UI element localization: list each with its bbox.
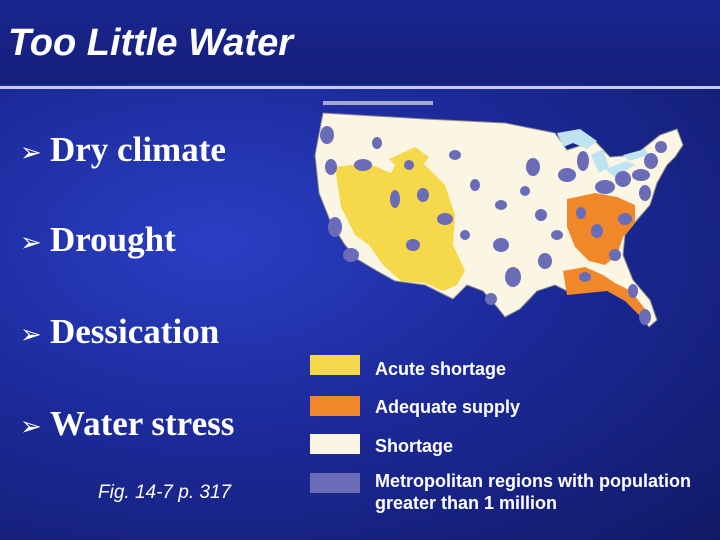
legend-label-shortage: Shortage: [375, 436, 454, 456]
great-lakes: [591, 149, 609, 173]
bullet-dessication: ➢ Dessication: [20, 312, 219, 352]
slide-title: Too Little Water: [8, 22, 293, 64]
arrow-bullet-icon: ➢: [20, 320, 42, 350]
legend-swatch-shortage: [310, 434, 360, 454]
legend-swatch-adequate-supply: [310, 396, 360, 416]
bullet-dry-climate: ➢ Dry climate: [20, 130, 226, 170]
acute-shortage-region: [335, 157, 465, 291]
bullet-water-stress: ➢ Water stress: [20, 404, 234, 444]
map-source-caption: [323, 101, 433, 105]
legend-label-adequate-supply: Adequate supply: [375, 397, 521, 417]
arrow-bullet-icon: ➢: [20, 138, 42, 168]
title-divider: [0, 86, 720, 89]
bullet-text: Drought: [50, 220, 176, 259]
arrow-bullet-icon: ➢: [20, 412, 42, 442]
bullet-text: Water stress: [50, 404, 235, 443]
bullet-text: Dessication: [50, 312, 220, 351]
us-water-map: [314, 101, 684, 328]
great-lakes: [605, 161, 635, 177]
legend-label-metropolitan: Metropolitan regions with population gre…: [375, 471, 691, 513]
legend-swatch-metropolitan: [310, 473, 360, 493]
legend-label-acute-shortage: Acute shortage: [375, 359, 507, 379]
arrow-bullet-icon: ➢: [20, 228, 42, 258]
legend-swatch-acute-shortage: [310, 355, 360, 375]
great-lakes: [623, 149, 649, 161]
figure-reference: Fig. 14-7 p. 317: [98, 482, 232, 503]
bullet-drought: ➢ Drought: [20, 220, 176, 260]
metro-regions: [320, 126, 667, 325]
bullet-text: Dry climate: [50, 130, 226, 169]
title-bar: [0, 0, 720, 84]
great-lakes: [557, 129, 597, 149]
